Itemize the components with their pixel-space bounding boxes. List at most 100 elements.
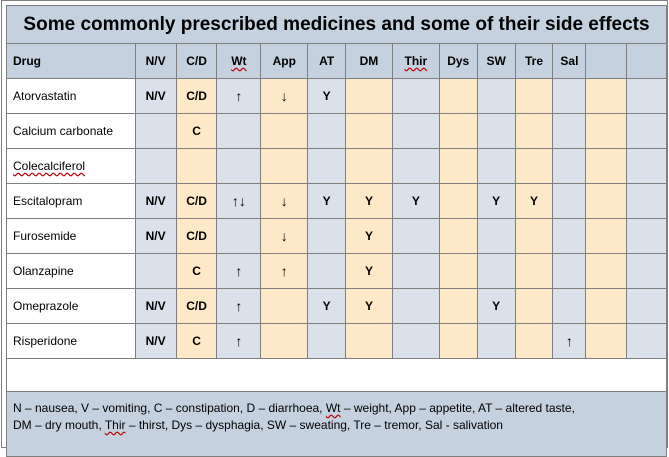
table-cell xyxy=(476,323,516,359)
table-cell: N/V xyxy=(134,183,177,219)
drug-name: Escitalopram xyxy=(6,183,136,219)
table-row: Olanzapine C ↑ ↑ Y xyxy=(6,253,667,289)
table-cell xyxy=(391,288,440,324)
table-cell: C/D xyxy=(175,78,218,114)
table-row: Colecalciferol xyxy=(6,148,667,184)
table-cell: Y xyxy=(345,183,393,219)
table-title: Some commonly prescribed medicines and s… xyxy=(6,5,667,44)
table-cell xyxy=(514,113,554,149)
spacer-row xyxy=(6,358,667,392)
table-cell: Y xyxy=(476,288,516,324)
table-cell xyxy=(216,113,262,149)
table-cell xyxy=(552,183,587,219)
table-cell xyxy=(307,323,347,359)
table-cell: Y xyxy=(307,78,347,114)
table-cell: Y xyxy=(307,288,347,324)
table-cell xyxy=(391,148,440,184)
table-cell xyxy=(552,288,587,324)
table-cell: N/V xyxy=(134,288,177,324)
legend-line-2: DM – dry mouth, Thir – thirst, Dys – dys… xyxy=(13,418,503,432)
table-cell: N/V xyxy=(134,218,177,254)
table-cell xyxy=(552,78,587,114)
column-header-wt: Wt xyxy=(216,43,262,79)
table-cell xyxy=(345,113,393,149)
table-cell: ↑ xyxy=(216,78,262,114)
drug-name: Atorvastatin xyxy=(6,78,136,114)
table-cell xyxy=(391,218,440,254)
drug-name: Colecalciferol xyxy=(6,148,136,184)
table-cell: Y xyxy=(476,183,516,219)
table-cell: ↑ xyxy=(216,288,262,324)
table-cell: C xyxy=(175,113,218,149)
table-cell xyxy=(345,78,393,114)
table-cell xyxy=(626,288,667,324)
table-cell xyxy=(514,288,554,324)
table-cell xyxy=(626,253,667,289)
table-cell xyxy=(391,113,440,149)
column-header-cd: C/D xyxy=(175,43,218,79)
table-cell: C/D xyxy=(175,183,218,219)
table-row: Omeprazole N/V C/D ↑ Y Y Y xyxy=(6,288,667,324)
table-cell xyxy=(585,218,628,254)
table-cell: ↓ xyxy=(260,183,309,219)
table-cell: Y xyxy=(345,288,393,324)
table-cell xyxy=(175,148,218,184)
table-cell xyxy=(216,218,262,254)
table-cell xyxy=(134,253,177,289)
table-cell xyxy=(626,323,667,359)
column-header-nv: N/V xyxy=(134,43,177,79)
table-cell: Y xyxy=(514,183,554,219)
table-cell xyxy=(476,218,516,254)
column-header-sw: SW xyxy=(476,43,516,79)
side-effects-table: Some commonly prescribed medicines and s… xyxy=(6,5,667,457)
table-cell xyxy=(626,148,667,184)
table-cell xyxy=(438,253,478,289)
table-cell: ↓ xyxy=(260,78,309,114)
table-row: Atorvastatin N/V C/D ↑ ↓ Y xyxy=(6,78,667,114)
table-cell: Y xyxy=(345,253,393,289)
table-cell xyxy=(552,218,587,254)
table-cell xyxy=(391,323,440,359)
table-cell xyxy=(514,148,554,184)
drug-name: Omeprazole xyxy=(6,288,136,324)
table-cell xyxy=(391,78,440,114)
table-cell xyxy=(476,78,516,114)
table-cell xyxy=(438,183,478,219)
legend-line-1: N – nausea, V – vomiting, C – constipati… xyxy=(13,401,575,415)
table-cell xyxy=(476,253,516,289)
table-cell: Y xyxy=(391,183,440,219)
table-cell xyxy=(345,323,393,359)
table-cell xyxy=(307,148,347,184)
column-header-thir: Thir xyxy=(391,43,440,79)
table-cell xyxy=(307,253,347,289)
table-cell: N/V xyxy=(134,78,177,114)
table-cell xyxy=(438,78,478,114)
table-cell: C/D xyxy=(175,288,218,324)
table-cell xyxy=(476,148,516,184)
column-header-tre: Tre xyxy=(514,43,554,79)
table-cell xyxy=(626,183,667,219)
table-cell xyxy=(585,148,628,184)
table-cell: N/V xyxy=(134,323,177,359)
table-cell xyxy=(438,113,478,149)
drug-name: Olanzapine xyxy=(6,253,136,289)
table-cell xyxy=(134,113,177,149)
table-cell xyxy=(134,148,177,184)
table-cell xyxy=(216,148,262,184)
table-cell xyxy=(585,253,628,289)
table-cell xyxy=(307,218,347,254)
table-cell xyxy=(552,253,587,289)
table-cell xyxy=(514,253,554,289)
table-cell: C xyxy=(175,253,218,289)
table-cell xyxy=(260,323,309,359)
column-header-dm: DM xyxy=(345,43,393,79)
table-cell xyxy=(345,148,393,184)
table-cell xyxy=(552,148,587,184)
legend-row: N – nausea, V – vomiting, C – constipati… xyxy=(6,391,667,457)
table-cell xyxy=(626,218,667,254)
table-cell xyxy=(391,253,440,289)
column-header-row: Drug N/V C/D Wt App AT DM Thir Dys SW Tre Sal xyxy=(6,43,667,79)
legend: N – nausea, V – vomiting, C – constipati… xyxy=(6,391,667,457)
table-cell: C/D xyxy=(175,218,218,254)
table-cell: ↑ xyxy=(260,253,309,289)
